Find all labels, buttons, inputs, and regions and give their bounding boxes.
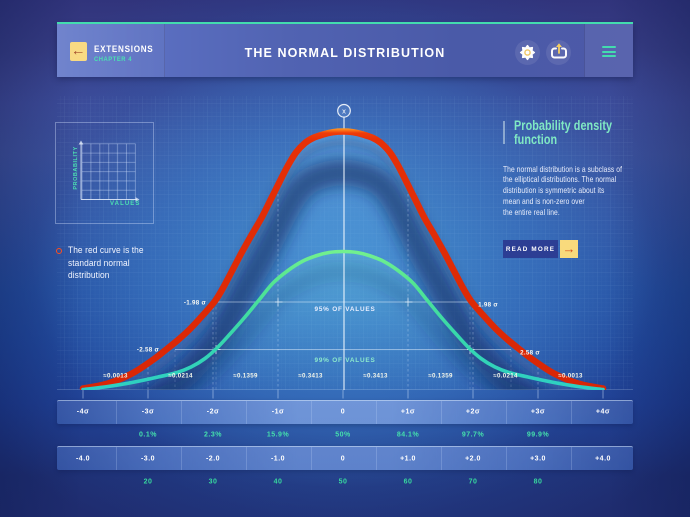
svg-text:x: x xyxy=(342,107,346,116)
